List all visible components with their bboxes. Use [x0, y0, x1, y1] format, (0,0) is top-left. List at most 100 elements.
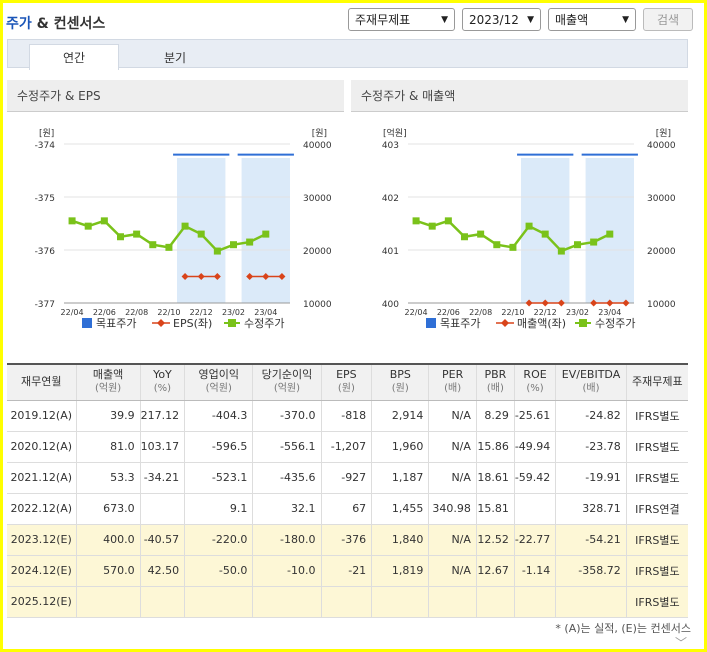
table-row: 2019.12(A) 39.9 217.12 -404.3 -370.0 -818 2,91… — [7, 400, 688, 432]
left-tick-label: -375 — [35, 194, 55, 204]
table-cell: -59.42 — [513, 462, 556, 494]
table-cell: -180.0 — [252, 524, 322, 556]
table-cell: 673.0 — [75, 493, 141, 525]
column-header: 영업이익 (억원) — [184, 363, 253, 401]
table-cell: 2025.12(E) — [7, 586, 76, 618]
x-tick-label: 22/12 — [534, 308, 557, 317]
left-series-point — [622, 299, 630, 307]
column-header-unit: (원) — [337, 383, 355, 395]
chart-eps: [원] [원] -374 -375 -376 -377 40000 30000 20000 100… — [35, 128, 332, 330]
price-point — [149, 241, 157, 249]
column-header-label: ROE — [523, 368, 547, 382]
table-cell: 53.3 — [75, 462, 141, 494]
table-cell: 15.81 — [475, 493, 515, 525]
section-title: 주가 & 컨센서스 — [6, 13, 105, 33]
column-header-label: PER — [442, 368, 464, 382]
table-cell: 2021.12(A) — [7, 462, 76, 494]
chart-sales-heading: 수정주가 & 매출액 — [351, 80, 688, 112]
legend-target-swatch — [426, 318, 436, 328]
table-cell — [513, 586, 556, 618]
column-header: EPS (원) — [320, 363, 372, 401]
table-cell: -927 — [320, 462, 372, 494]
column-header-label: PBR — [484, 368, 507, 382]
statement-select[interactable]: 주재무제표 ▼ — [348, 8, 455, 31]
right-axis-unit: [원] — [656, 128, 671, 139]
chart-sales: [억원] [원] 403 402 401 400 40000 30000 20000 10000 2… — [382, 127, 676, 330]
financial-table: 재무연월 매출액 (억원) YoY (%) 영업이익 (억원) 당기순이익 (억원) EPS (원)… — [7, 363, 688, 618]
search-button[interactable]: 검색 — [643, 8, 693, 31]
table-cell: 42.50 — [139, 555, 185, 587]
right-tick-label: 10000 — [647, 300, 676, 310]
column-header: 매출액 (억원) — [75, 363, 141, 401]
left-series-point — [262, 273, 270, 280]
table-cell: -1,207 — [320, 431, 372, 463]
tab-quarterly[interactable]: 분기 — [163, 50, 187, 65]
table-cell — [139, 493, 185, 525]
table-cell: -404.3 — [184, 400, 253, 432]
table-cell: -22.77 — [513, 524, 556, 556]
table-cell: 18.61 — [475, 462, 515, 494]
table-cell — [139, 586, 185, 618]
table-cell: IFRS별도 — [625, 400, 688, 432]
left-series-point — [590, 299, 598, 307]
right-axis-unit: [원] — [312, 128, 327, 139]
price-point — [230, 241, 237, 249]
left-series-point — [557, 299, 565, 307]
table-cell: 1,455 — [371, 493, 429, 525]
table-cell: N/A — [428, 462, 477, 494]
chevron-down-icon[interactable]: ﹀ — [674, 636, 687, 650]
right-tick-label: 30000 — [647, 194, 676, 204]
x-tick-label: 22/06 — [93, 308, 116, 317]
table-cell: -10.0 — [252, 555, 322, 587]
left-tick-label: -377 — [35, 300, 55, 310]
x-tick-label: 23/02 — [566, 308, 589, 317]
legend-target-label: 목표주가 — [440, 317, 480, 330]
column-header-unit: (억원) — [205, 383, 232, 395]
table-cell — [320, 586, 372, 618]
column-header-label: 재무연월 — [21, 375, 62, 389]
table-cell: -19.91 — [555, 462, 627, 494]
metric-select[interactable]: 매출액 ▼ — [548, 8, 636, 31]
table-cell: 8.29 — [475, 400, 515, 432]
price-point — [428, 222, 436, 230]
left-series-point — [197, 273, 205, 280]
column-header-label: EV/EBITDA — [561, 368, 621, 382]
highlight-band — [241, 158, 290, 303]
table-cell: 2020.12(A) — [7, 431, 76, 463]
table-cell: 32.1 — [252, 493, 322, 525]
section-title-main: 주가 — [6, 16, 32, 32]
table-cell: -435.6 — [252, 462, 322, 494]
period-select[interactable]: 2023/12 ▼ — [462, 8, 541, 31]
price-point — [412, 217, 420, 225]
x-tick-label: 22/12 — [190, 308, 213, 317]
column-header: EV/EBITDA (배) — [555, 363, 627, 401]
section-title-sub: & 컨센서스 — [31, 16, 106, 32]
table-cell: 2024.12(E) — [7, 555, 76, 587]
table-cell: -370.0 — [252, 400, 322, 432]
table-cell: 2023.12(E) — [7, 524, 76, 556]
column-header-label: 영업이익 — [198, 368, 239, 382]
table-cell: -24.82 — [555, 400, 627, 432]
tab-annual[interactable]: 연간 — [29, 44, 119, 70]
table-header-row: 재무연월 매출액 (억원) YoY (%) 영업이익 (억원) 당기순이익 (억원) EPS (원)… — [7, 363, 688, 401]
price-point — [246, 238, 254, 246]
left-axis-unit: [원] — [39, 128, 54, 139]
table-row: 2020.12(A) 81.0 103.17 -596.5 -556.1 -1,207 1,… — [7, 431, 688, 463]
price-point — [262, 230, 270, 238]
x-tick-label: 22/10 — [157, 308, 180, 317]
price-point — [197, 230, 205, 238]
table-cell: 1,187 — [371, 462, 429, 494]
price-point — [444, 217, 452, 225]
metric-select-value: 매출액 — [555, 13, 589, 27]
table-cell: -50.0 — [184, 555, 253, 587]
table-cell: -21 — [320, 555, 372, 587]
table-cell: 12.67 — [475, 555, 515, 587]
price-point — [84, 222, 92, 230]
column-header-unit: (억원) — [273, 383, 301, 395]
x-tick-label: 22/10 — [501, 308, 524, 317]
column-header-unit: (%) — [153, 383, 172, 395]
table-cell: 217.12 — [139, 400, 185, 432]
table-cell: -220.0 — [184, 524, 253, 556]
left-tick-label: 403 — [382, 141, 399, 151]
column-header-unit: (%) — [526, 383, 544, 395]
